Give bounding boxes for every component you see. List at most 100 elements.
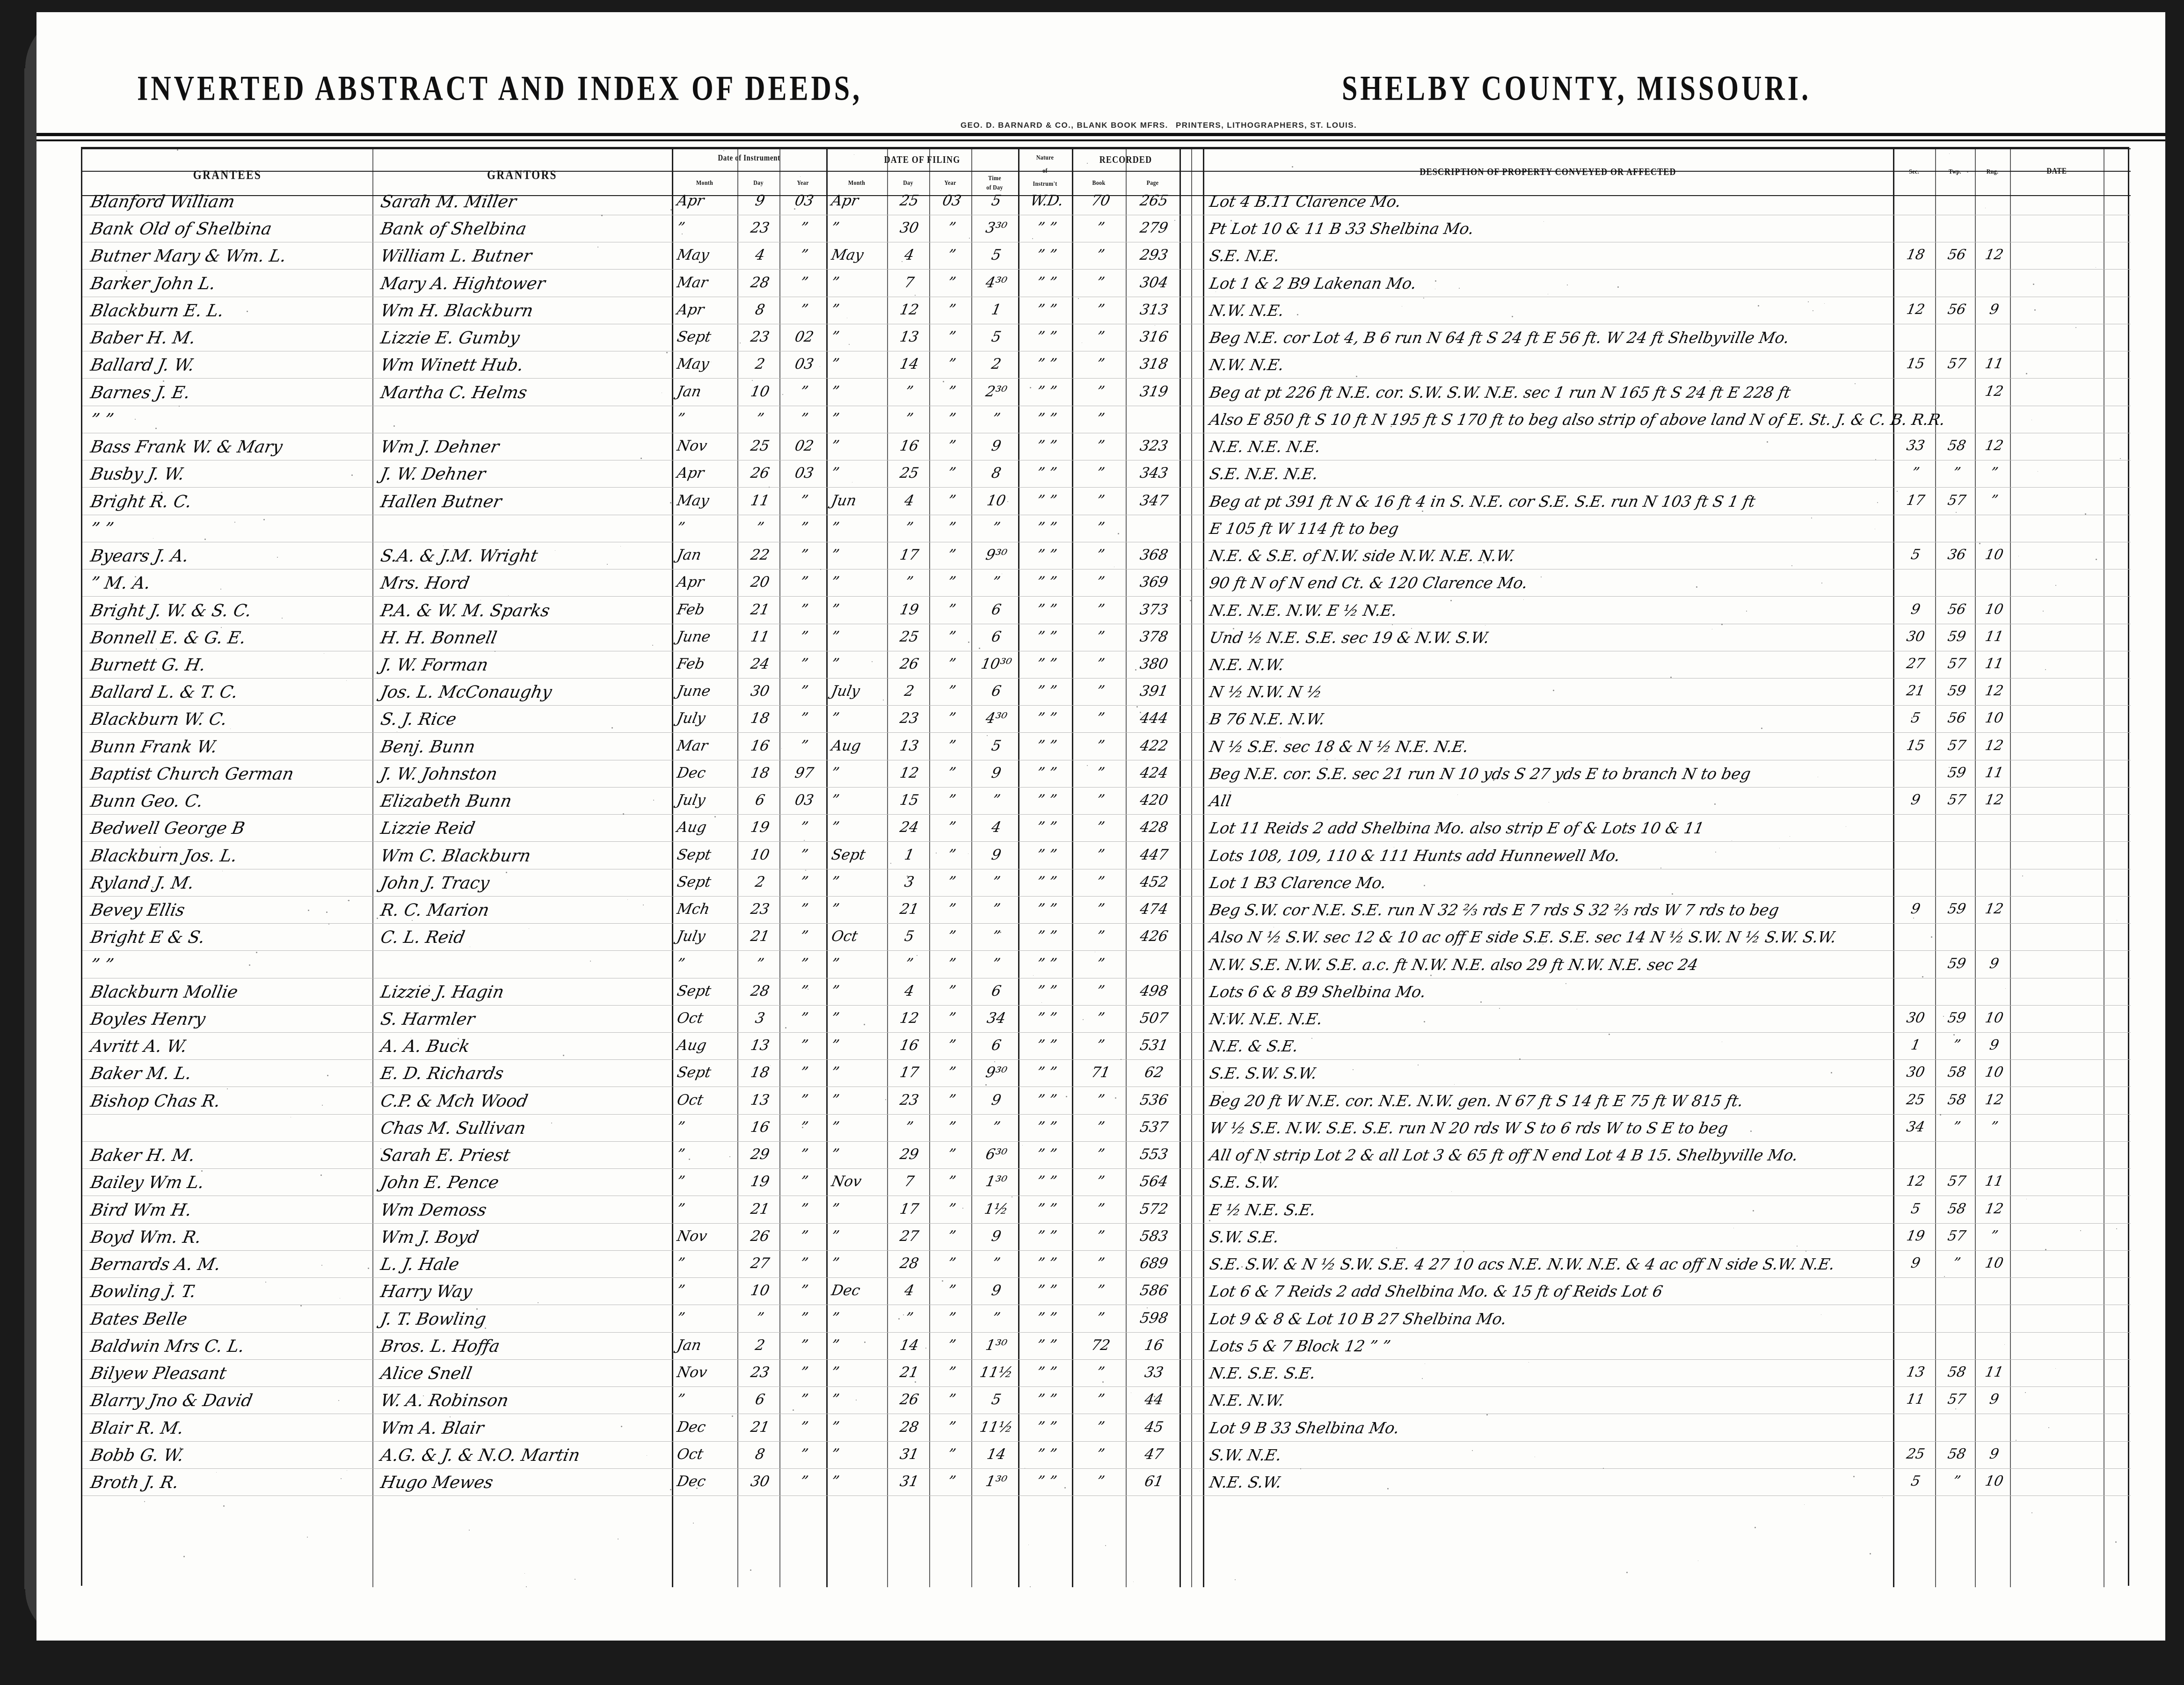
header-rule-lower: [36, 139, 2165, 141]
cell-book: ”: [1095, 846, 1106, 863]
scan-speckle: [1672, 893, 1673, 895]
cell-filing-day: 19: [898, 601, 920, 618]
header-rule-upper: [36, 133, 2165, 136]
cell-filing-year: ”: [946, 1146, 957, 1163]
column-divider: [737, 148, 738, 1587]
scan-speckle: [377, 918, 378, 919]
cell-time-of-day: ”: [991, 901, 1002, 918]
cell-twp: ”: [1951, 1118, 1962, 1135]
cell-grantor: Wm H. Blackburn: [379, 301, 535, 321]
scan-speckle: [1523, 599, 1524, 600]
cell-instrument-month: ”: [676, 410, 686, 427]
cell-time-of-day: 10³⁰: [979, 655, 1013, 672]
cell-rng: 9: [1988, 955, 2001, 972]
cell-time-of-day: 3³⁰: [984, 219, 1009, 237]
scan-speckle: [676, 1273, 677, 1274]
scan-speckle: [1877, 502, 1878, 503]
scan-speckle: [1615, 500, 1616, 501]
cell-instrument-day: 21: [749, 928, 771, 945]
cell-book: ”: [1095, 1227, 1106, 1245]
cell-time-of-day: 11½: [978, 1364, 1014, 1381]
scan-speckle: [380, 1148, 381, 1149]
scan-speckle: [1066, 1096, 1067, 1097]
cell-grantor: J. T. Bowling: [379, 1309, 488, 1329]
scan-speckle: [1220, 1108, 1221, 1109]
cell-instrument-month: Sept: [676, 846, 713, 863]
scan-speckle: [1450, 600, 1452, 601]
cell-instrument-month: Sept: [676, 328, 713, 346]
cell-nature-of-instrument: ” ”: [1035, 955, 1058, 972]
cell-rng: ”: [1989, 465, 2000, 481]
cell-book: ”: [1095, 1364, 1106, 1381]
scan-speckle: [1136, 706, 1138, 708]
cell-filing-day: 12: [898, 1010, 920, 1027]
cell-filing-year: ”: [946, 955, 957, 972]
cell-grantee: Bates Belle: [89, 1309, 189, 1329]
cell-filing-month: ”: [830, 1445, 841, 1463]
cell-description: Lot 11 Reids 2 add Shelbina Mo. also str…: [1208, 819, 1706, 838]
cell-description: N.W. S.E. N.W. S.E. a.c. ft N.W. N.E. al…: [1208, 955, 1700, 974]
cell-sec: 30: [1905, 1010, 1926, 1027]
cell-filing-day: 25: [898, 628, 920, 645]
cell-instrument-month: ”: [676, 1309, 686, 1327]
cell-filing-year: ”: [946, 438, 957, 455]
scan-speckle: [420, 716, 422, 717]
scan-speckle: [752, 380, 753, 381]
scan-speckle: [2055, 1368, 2056, 1369]
cell-grantee: ” ”: [89, 519, 116, 539]
cell-rng: 12: [1983, 438, 2005, 454]
cell-nature-of-instrument: ” ”: [1035, 1336, 1058, 1354]
cell-rng: 11: [1983, 764, 2005, 781]
cell-nature-of-instrument: ” ”: [1035, 764, 1058, 781]
scan-speckle: [256, 952, 257, 953]
cell-page: 474: [1138, 901, 1170, 918]
scan-speckle: [1336, 284, 1337, 285]
cell-grantee: Baptist Church German: [89, 764, 296, 784]
cell-instrument-day: 28: [749, 982, 771, 999]
scan-speckle: [2048, 1427, 2049, 1428]
cell-filing-day: 12: [898, 301, 920, 318]
cell-filing-day: 17: [898, 547, 920, 564]
cell-nature-of-instrument: ” ”: [1035, 1173, 1058, 1190]
cell-instrument-day: 26: [749, 465, 771, 482]
cell-instrument-year: ”: [799, 1200, 810, 1218]
cell-instrument-day: 2: [754, 873, 766, 890]
cell-filing-month: ”: [830, 1309, 841, 1327]
cell-instrument-month: ”: [676, 519, 686, 536]
scan-speckle: [1913, 918, 1914, 919]
cell-rng: 10: [1983, 1010, 2005, 1027]
cell-book: ”: [1095, 519, 1106, 536]
scan-speckle: [506, 872, 507, 873]
scan-speckle: [450, 1416, 451, 1417]
cell-instrument-day: 29: [749, 1146, 771, 1163]
cell-page: 391: [1138, 683, 1170, 700]
scan-speckle: [1670, 677, 1672, 678]
cell-filing-day: 27: [898, 1227, 920, 1245]
column-divider: [1191, 148, 1192, 1587]
scan-speckle: [1609, 1034, 1610, 1035]
cell-nature-of-instrument: ” ”: [1035, 1091, 1058, 1109]
cell-grantee: Bilyew Pleasant: [89, 1364, 228, 1384]
cell-time-of-day: 1³⁰: [984, 1336, 1009, 1354]
cell-page: 498: [1138, 982, 1170, 999]
cell-filing-month: ”: [830, 1037, 841, 1054]
cell-description: S.E. S.W.: [1208, 1173, 1281, 1192]
cell-page: 572: [1138, 1200, 1170, 1218]
scan-speckle: [2080, 1230, 2081, 1231]
scan-speckle: [1102, 1381, 1104, 1383]
cell-filing-day: 4: [903, 492, 916, 509]
scan-speckle: [1746, 611, 1747, 612]
cell-book: ”: [1095, 410, 1106, 427]
cell-nature-of-instrument: ” ”: [1035, 819, 1058, 836]
cell-page: 279: [1138, 219, 1170, 237]
cell-sec: 30: [1905, 628, 1926, 645]
cell-sec: 5: [1909, 1473, 1922, 1489]
cell-grantee: Barnes J. E.: [89, 383, 192, 402]
scan-speckle: [1435, 280, 1436, 282]
cell-rng: 10: [1983, 1064, 2005, 1081]
column-divider: [1893, 148, 1894, 1587]
scan-speckle: [805, 870, 806, 871]
cell-description: N.E. & S.E.: [1208, 1037, 1300, 1056]
cell-time-of-day: 5: [990, 737, 1003, 754]
